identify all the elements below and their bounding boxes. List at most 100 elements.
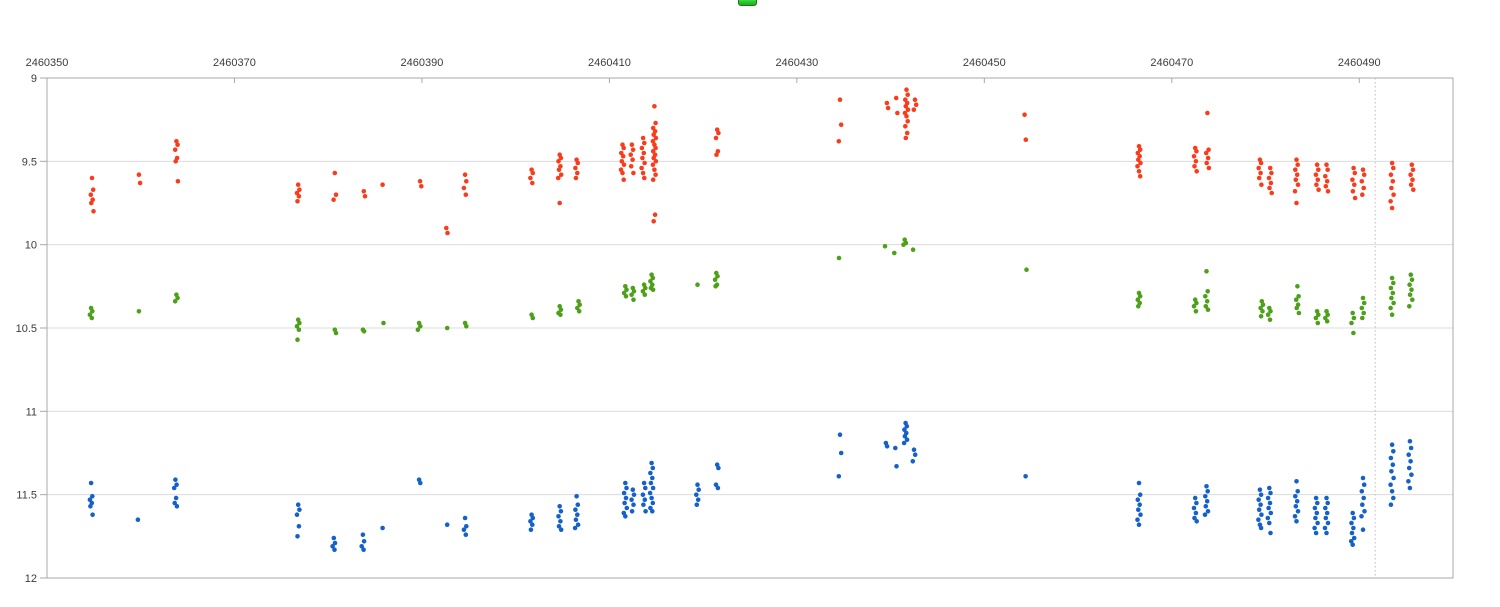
data-point-band-green[interactable]	[836, 255, 842, 261]
data-point-band-blue[interactable]	[88, 480, 94, 486]
data-point-band-blue[interactable]	[1391, 495, 1396, 501]
data-point-band-blue[interactable]	[90, 512, 95, 517]
data-point-band-orange[interactable]	[642, 140, 647, 146]
data-point-band-blue[interactable]	[1312, 525, 1317, 531]
data-point-band-blue[interactable]	[1361, 482, 1367, 488]
data-point-band-blue[interactable]	[1409, 472, 1414, 478]
data-point-band-green[interactable]	[444, 325, 450, 331]
data-point-band-orange[interactable]	[714, 152, 719, 157]
data-point-band-orange[interactable]	[333, 192, 339, 197]
data-point-band-orange[interactable]	[1267, 185, 1272, 191]
data-point-band-orange[interactable]	[1194, 149, 1199, 154]
data-point-band-blue[interactable]	[643, 509, 648, 514]
data-point-band-orange[interactable]	[628, 152, 633, 157]
data-point-band-blue[interactable]	[1023, 474, 1028, 479]
data-point-band-blue[interactable]	[574, 494, 579, 499]
data-point-band-blue[interactable]	[1258, 492, 1264, 498]
data-point-band-green[interactable]	[415, 327, 421, 333]
data-point-band-blue[interactable]	[1135, 517, 1140, 522]
data-point-band-green[interactable]	[1194, 300, 1199, 306]
data-point-band-green[interactable]	[712, 277, 718, 283]
data-point-band-orange[interactable]	[630, 157, 635, 162]
data-point-band-green[interactable]	[1260, 309, 1265, 314]
data-point-band-blue[interactable]	[418, 480, 423, 486]
data-point-band-green[interactable]	[1361, 310, 1366, 316]
data-point-band-blue[interactable]	[1360, 475, 1366, 481]
data-point-band-blue[interactable]	[1266, 505, 1271, 511]
data-point-band-green[interactable]	[1391, 280, 1396, 286]
data-point-band-blue[interactable]	[573, 507, 578, 512]
data-point-band-orange[interactable]	[1316, 167, 1321, 172]
data-point-band-blue[interactable]	[650, 465, 656, 471]
data-point-band-blue[interactable]	[629, 497, 634, 503]
data-point-band-green[interactable]	[1407, 304, 1412, 309]
data-point-band-blue[interactable]	[623, 495, 629, 501]
data-point-band-green[interactable]	[1389, 275, 1395, 281]
data-point-band-blue[interactable]	[1267, 500, 1273, 506]
data-point-band-green[interactable]	[1361, 300, 1367, 306]
data-point-band-blue[interactable]	[1292, 514, 1298, 519]
data-point-band-blue[interactable]	[1205, 509, 1211, 514]
data-point-band-blue[interactable]	[1192, 495, 1198, 501]
data-point-band-green[interactable]	[1137, 294, 1143, 299]
data-point-band-green[interactable]	[418, 324, 423, 329]
data-point-band-blue[interactable]	[647, 490, 653, 496]
data-point-band-blue[interactable]	[1191, 505, 1197, 511]
data-point-band-orange[interactable]	[1351, 165, 1356, 171]
data-point-band-blue[interactable]	[1256, 497, 1261, 503]
data-point-band-orange[interactable]	[653, 145, 658, 151]
data-point-band-blue[interactable]	[911, 447, 917, 453]
data-point-band-blue[interactable]	[295, 502, 301, 508]
data-point-band-green[interactable]	[1296, 310, 1302, 316]
data-point-band-blue[interactable]	[380, 525, 385, 531]
data-point-band-blue[interactable]	[640, 492, 646, 498]
data-point-band-green[interactable]	[1193, 309, 1199, 314]
data-point-band-blue[interactable]	[1136, 507, 1141, 512]
data-point-band-orange[interactable]	[575, 160, 581, 166]
data-point-band-blue[interactable]	[1135, 497, 1141, 503]
data-point-band-orange[interactable]	[1409, 162, 1415, 167]
data-point-band-orange[interactable]	[1136, 157, 1141, 162]
data-point-band-orange[interactable]	[1269, 170, 1274, 176]
data-point-band-green[interactable]	[297, 320, 302, 326]
data-point-band-blue[interactable]	[650, 500, 656, 506]
data-point-band-blue[interactable]	[695, 482, 700, 488]
data-point-band-orange[interactable]	[1325, 167, 1330, 172]
data-point-band-orange[interactable]	[893, 95, 899, 101]
data-point-band-green[interactable]	[1293, 297, 1299, 303]
data-point-band-orange[interactable]	[462, 172, 468, 177]
data-point-band-blue[interactable]	[1136, 522, 1142, 527]
data-point-band-orange[interactable]	[895, 110, 900, 116]
data-point-band-blue[interactable]	[174, 482, 179, 488]
data-point-band-orange[interactable]	[1389, 205, 1395, 211]
data-point-band-blue[interactable]	[884, 444, 890, 449]
data-point-band-orange[interactable]	[1313, 172, 1319, 177]
data-point-band-orange[interactable]	[1258, 160, 1264, 166]
data-point-band-green[interactable]	[1391, 300, 1396, 306]
data-point-band-blue[interactable]	[1323, 515, 1329, 521]
data-point-band-blue[interactable]	[1295, 509, 1301, 514]
data-point-band-blue[interactable]	[332, 547, 337, 552]
data-point-band-green[interactable]	[1408, 272, 1414, 278]
data-point-band-blue[interactable]	[1293, 504, 1299, 509]
data-point-band-orange[interactable]	[1259, 182, 1264, 187]
data-point-band-orange[interactable]	[530, 170, 536, 176]
data-point-band-orange[interactable]	[89, 200, 94, 206]
data-point-band-orange[interactable]	[838, 122, 844, 127]
data-point-band-green[interactable]	[90, 309, 95, 314]
data-point-band-orange[interactable]	[445, 230, 450, 236]
data-point-band-green[interactable]	[530, 315, 536, 321]
data-point-band-green[interactable]	[295, 337, 300, 343]
data-point-band-orange[interactable]	[1206, 165, 1212, 171]
data-point-band-orange[interactable]	[1352, 170, 1358, 176]
data-point-band-orange[interactable]	[295, 199, 300, 204]
data-point-band-blue[interactable]	[1256, 517, 1261, 522]
data-point-band-orange[interactable]	[175, 142, 180, 147]
data-point-band-blue[interactable]	[573, 517, 579, 522]
data-point-band-orange[interactable]	[1350, 189, 1356, 194]
data-point-band-blue[interactable]	[1388, 482, 1393, 488]
data-point-band-blue[interactable]	[1294, 499, 1300, 504]
data-point-band-blue[interactable]	[530, 515, 536, 521]
data-point-band-blue[interactable]	[1351, 525, 1356, 531]
data-point-band-orange[interactable]	[1023, 137, 1029, 142]
